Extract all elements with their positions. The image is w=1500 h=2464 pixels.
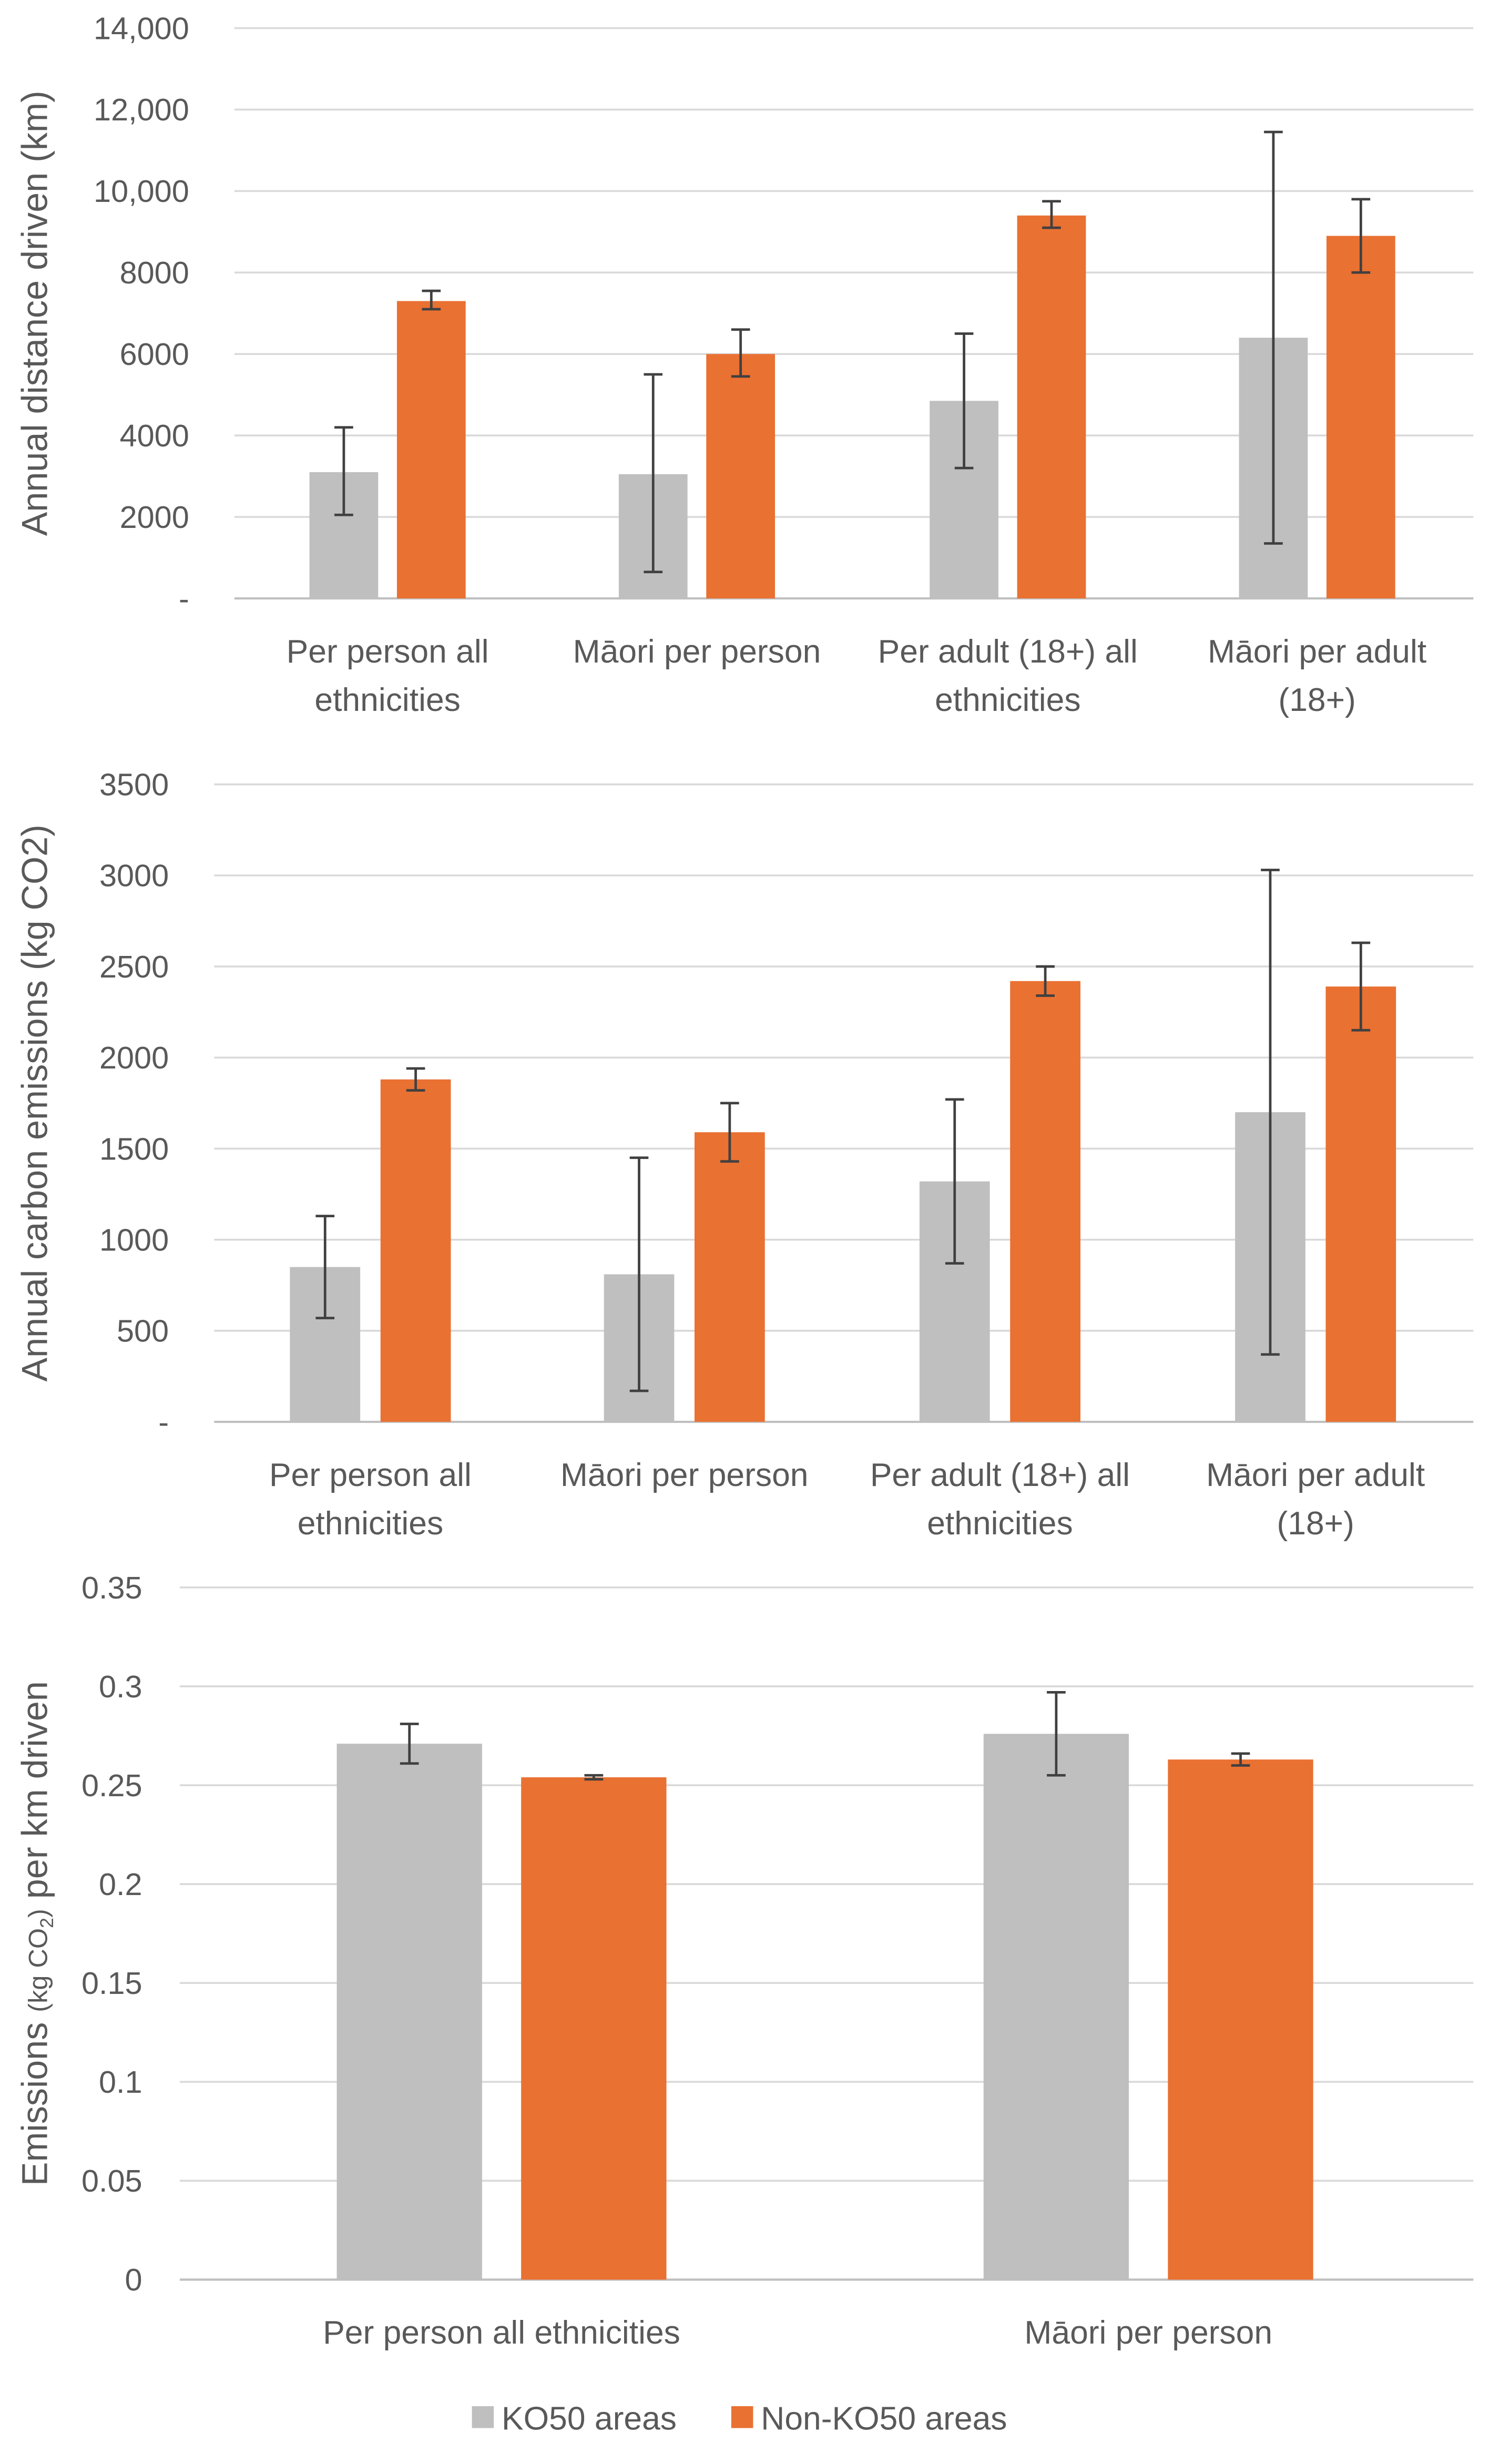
chart-emissions-per-km: 0 0.05 0.1 0.15 0.2 0.25 0.3 0.35 Per person all… [15,1570,1474,2351]
x-category-label: ethnicities [935,682,1080,718]
y-tick-label: 0.25 [81,1768,142,1803]
error-bar [720,1102,739,1163]
bar-ko50 [336,1744,482,2280]
x-category-label: ethnicities [298,1505,443,1542]
bar-nonko50 [695,1132,765,1422]
y-tick-label: 8000 [120,255,189,290]
legend: KO50 areas Non-KO50 areas [472,2401,1007,2437]
x-category-label: Per person all ethnicities [323,2315,680,2351]
y-tick-label: 0.2 [99,1867,142,1902]
error-bar [1036,965,1055,997]
x-category-label: Per person all [269,1457,472,1493]
error-bar [1231,1752,1250,1767]
bar-nonko50 [1017,215,1086,599]
chart-annual-distance: - 2000 4000 6000 8000 10,000 12,000 14,000 Per p… [15,11,1474,718]
y-tick-label: 2500 [99,949,169,984]
error-bar [334,426,353,516]
error-bar [315,1215,335,1319]
y-tick-label: 6000 [120,337,189,372]
x-category-label: Māori per person [573,634,821,670]
error-bar [1047,1691,1066,1777]
x-category-label: (18+) [1277,1505,1354,1542]
legend-label-nonko50: Non-KO50 areas [761,2401,1007,2437]
y-tick-label: 12,000 [94,92,189,127]
error-bar [406,1067,425,1092]
bar-nonko50 [380,1079,451,1422]
x-category-label: Māori per adult [1206,1457,1425,1493]
y-tick-label: 500 [117,1314,169,1349]
error-bar [422,289,441,311]
x-category-label: ethnicities [927,1505,1073,1542]
y-tick-label: 0.05 [81,2163,142,2198]
y-tick-label: 0.1 [99,2064,142,2100]
y-tick-label: - [179,581,189,616]
error-bar [1351,941,1371,1032]
y-tick-label: 3500 [99,767,169,802]
error-bar [1042,200,1061,229]
error-bar [954,332,974,470]
y-tick-label: 1000 [99,1222,169,1257]
bar-nonko50 [1325,986,1396,1422]
x-category-label: Māori per person [1024,2315,1272,2351]
y-tick-label: 10,000 [94,174,189,209]
y-tick-label: 2000 [99,1040,169,1075]
x-category-label: Per person all [287,634,489,670]
error-bar [584,1774,604,1781]
error-bar [1351,198,1371,274]
x-category-label: Māori per person [560,1457,809,1493]
x-category-label: ethnicities [314,682,460,718]
bar-nonko50 [1010,981,1080,1422]
y-tick-label: 0.3 [99,1669,142,1704]
x-category-label: Per adult (18+) all [878,634,1138,670]
y-tick-label: 4000 [120,418,189,453]
legend-swatch-nonko50 [731,2406,753,2428]
error-bar [629,1156,649,1392]
y-axis-title: Annual carbon emissions (kg CO2) [15,824,55,1382]
x-category-label: Per adult (18+) all [870,1457,1130,1493]
y-tick-label: 0.15 [81,1966,142,2001]
bar-nonko50 [396,301,466,599]
error-bar [1261,869,1280,1356]
error-bar [731,328,750,378]
x-category-label: Māori per adult [1208,634,1426,670]
y-tick-label: 14,000 [94,11,189,46]
error-bar [945,1098,964,1265]
bar-nonko50 [1326,236,1395,599]
bar-ko50 [983,1734,1129,2280]
y-tick-label: 3000 [99,858,169,893]
y-tick-label: - [158,1404,169,1440]
legend-swatch-ko50 [472,2406,494,2428]
y-axis-title: Emissions (kg CO2) per km driven [15,1681,57,2186]
chart-annual-emissions: - 500 1000 1500 2000 2500 3000 3500 Per person a… [15,767,1474,1542]
error-bar [644,373,663,574]
legend-label-ko50: KO50 areas [502,2401,677,2437]
bar-nonko50 [521,1777,667,2280]
bar-nonko50 [1168,1759,1313,2280]
y-axis-title: Annual distance driven (km) [15,90,55,536]
y-tick-label: 0.35 [81,1570,142,1605]
y-tick-label: 0 [125,2262,142,2297]
x-category-label: (18+) [1278,682,1355,718]
error-bar [400,1723,419,1765]
bar-nonko50 [706,354,775,599]
y-tick-label: 2000 [120,500,189,535]
error-bar [1264,130,1283,545]
y-tick-label: 1500 [99,1131,169,1166]
